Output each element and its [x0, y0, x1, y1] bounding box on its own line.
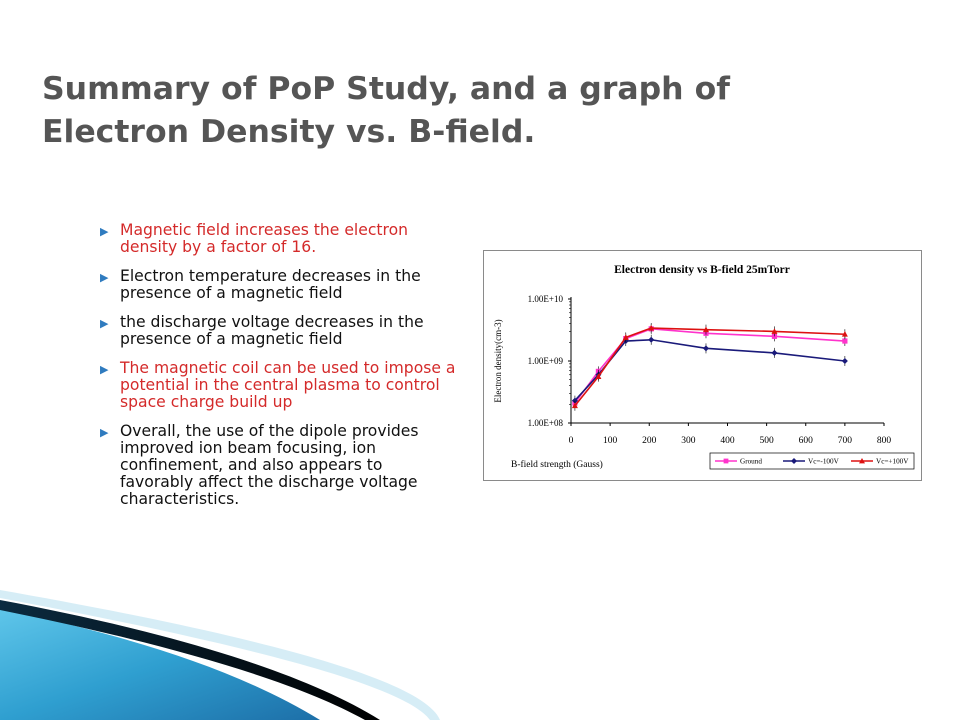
bullet-text: Magnetic field increases the electron de… — [120, 221, 409, 256]
data-point — [771, 328, 778, 334]
bullet-text: The magnetic coil can be used to impose … — [120, 359, 456, 411]
x-tick-label: 700 — [838, 436, 853, 446]
data-point — [648, 336, 655, 343]
x-tick-label: 200 — [642, 436, 657, 446]
bullet-item: ▶ Overall, the use of the dipole provides… — [98, 423, 460, 508]
bullet-item: ▶ Electron temperature decreases in the p… — [98, 268, 460, 302]
x-tick-label: 800 — [877, 436, 892, 446]
triangle-right-icon: ▶ — [100, 317, 109, 330]
legend-label: Ground — [740, 458, 762, 466]
electron-density-chart: Electron density vs B-field 25mTorr Elect… — [493, 264, 915, 470]
series-line-2 — [574, 327, 845, 407]
legend-marker — [791, 458, 797, 464]
bullet-item: ▶ The magnetic coil can be used to impose… — [98, 360, 460, 411]
data-point — [648, 324, 655, 331]
triangle-right-icon: ▶ — [100, 426, 109, 439]
legend-marker — [723, 458, 729, 464]
decorative-swoosh — [0, 590, 440, 720]
x-tick-label: 400 — [720, 436, 735, 446]
y-tick-label: 1.00E+08 — [528, 418, 564, 428]
data-point — [771, 349, 778, 356]
title-line-2: Electron Density vs. B-field. — [42, 114, 536, 150]
data-point — [571, 397, 578, 404]
series-line-0 — [574, 328, 845, 404]
chart-panel: Electron density vs B-field 25mTorr Elect… — [483, 250, 922, 481]
bullet-item: ▶ Magnetic field increases the electron d… — [98, 222, 460, 256]
triangle-right-icon: ▶ — [100, 271, 109, 284]
bullet-text: the discharge voltage decreases in the p… — [120, 313, 424, 348]
data-point — [842, 338, 848, 344]
x-tick-label: 600 — [799, 436, 814, 446]
x-tick-label: 100 — [603, 436, 618, 446]
title-line-1: Summary of PoP Study, and a graph of — [42, 71, 730, 107]
bullet-text: Electron temperature decreases in the pr… — [120, 267, 421, 302]
data-point — [702, 345, 709, 352]
series-line-1 — [574, 338, 845, 402]
legend-label: Vc=-100V — [808, 458, 840, 466]
triangle-right-icon: ▶ — [100, 225, 109, 238]
y-tick-label: 1.00E+09 — [528, 356, 564, 366]
legend-box — [709, 452, 915, 470]
data-point — [702, 326, 709, 333]
data-point — [841, 358, 848, 364]
bullet-item: ▶ the discharge voltage decreases in the … — [98, 314, 460, 348]
bullet-text: Overall, the use of the dipole provides … — [120, 422, 419, 508]
data-point — [571, 402, 578, 409]
legend-marker — [859, 458, 865, 464]
x-tick-label: 300 — [681, 436, 696, 446]
x-tick-label: 500 — [760, 436, 775, 446]
slide-title: Summary of PoP Study, and a graph of Ele… — [42, 68, 922, 154]
x-tick-label: 0 — [569, 436, 574, 446]
bullet-list: ▶ Magnetic field increases the electron d… — [98, 222, 460, 520]
y-axis-label: Electron density(cm-3) — [493, 319, 503, 402]
y-tick-label: 1.00E+10 — [528, 294, 564, 304]
legend-label: Vc=+100V — [876, 458, 909, 466]
data-point — [622, 334, 629, 340]
data-point — [595, 373, 602, 380]
x-axis-label: B-field strength (Gauss) — [511, 459, 603, 470]
chart-title: Electron density vs B-field 25mTorr — [614, 264, 790, 276]
triangle-right-icon: ▶ — [100, 363, 109, 376]
data-point — [841, 331, 848, 337]
